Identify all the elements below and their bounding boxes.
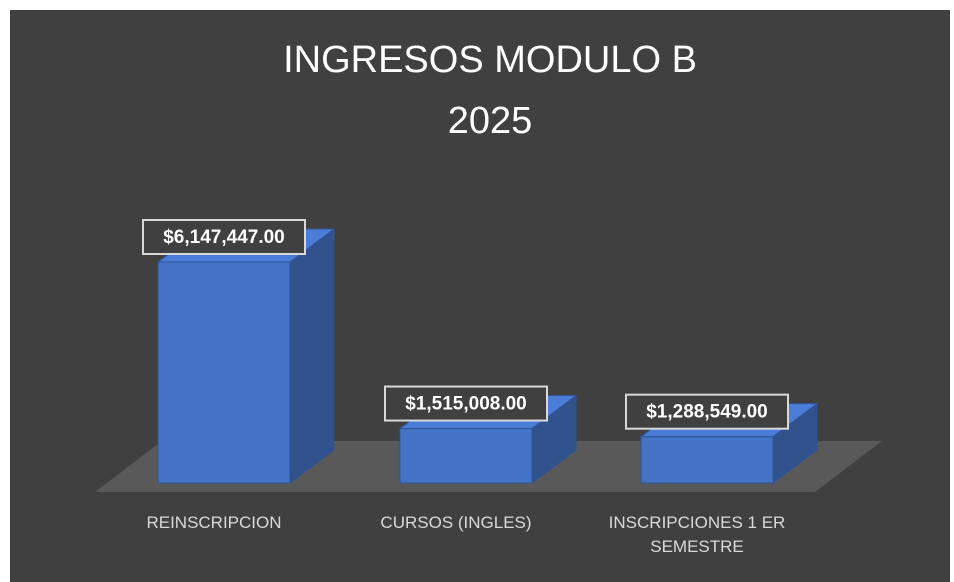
data-label-box — [625, 393, 789, 430]
chart-title: INGRESOS MODULO B — [283, 39, 697, 81]
data-label: $1,288,549.00 — [646, 402, 768, 423]
chart-background — [10, 10, 950, 582]
bar-side — [289, 228, 335, 484]
bar — [640, 436, 774, 484]
x-tick-label: REINSCRIPCION — [146, 513, 282, 532]
chart-title: 2025 — [448, 100, 533, 142]
data-label-box — [142, 219, 306, 255]
data-label: $6,147,447.00 — [163, 227, 285, 248]
data-label: $1,515,008.00 — [405, 394, 527, 415]
x-tick-label: CURSOS (INGLES) — [380, 513, 532, 532]
x-tick-label: INSCRIPCIONES 1 ER SEMESTRE — [608, 513, 786, 556]
bar — [399, 428, 533, 484]
data-label-box — [384, 385, 548, 422]
bar — [157, 261, 291, 484]
